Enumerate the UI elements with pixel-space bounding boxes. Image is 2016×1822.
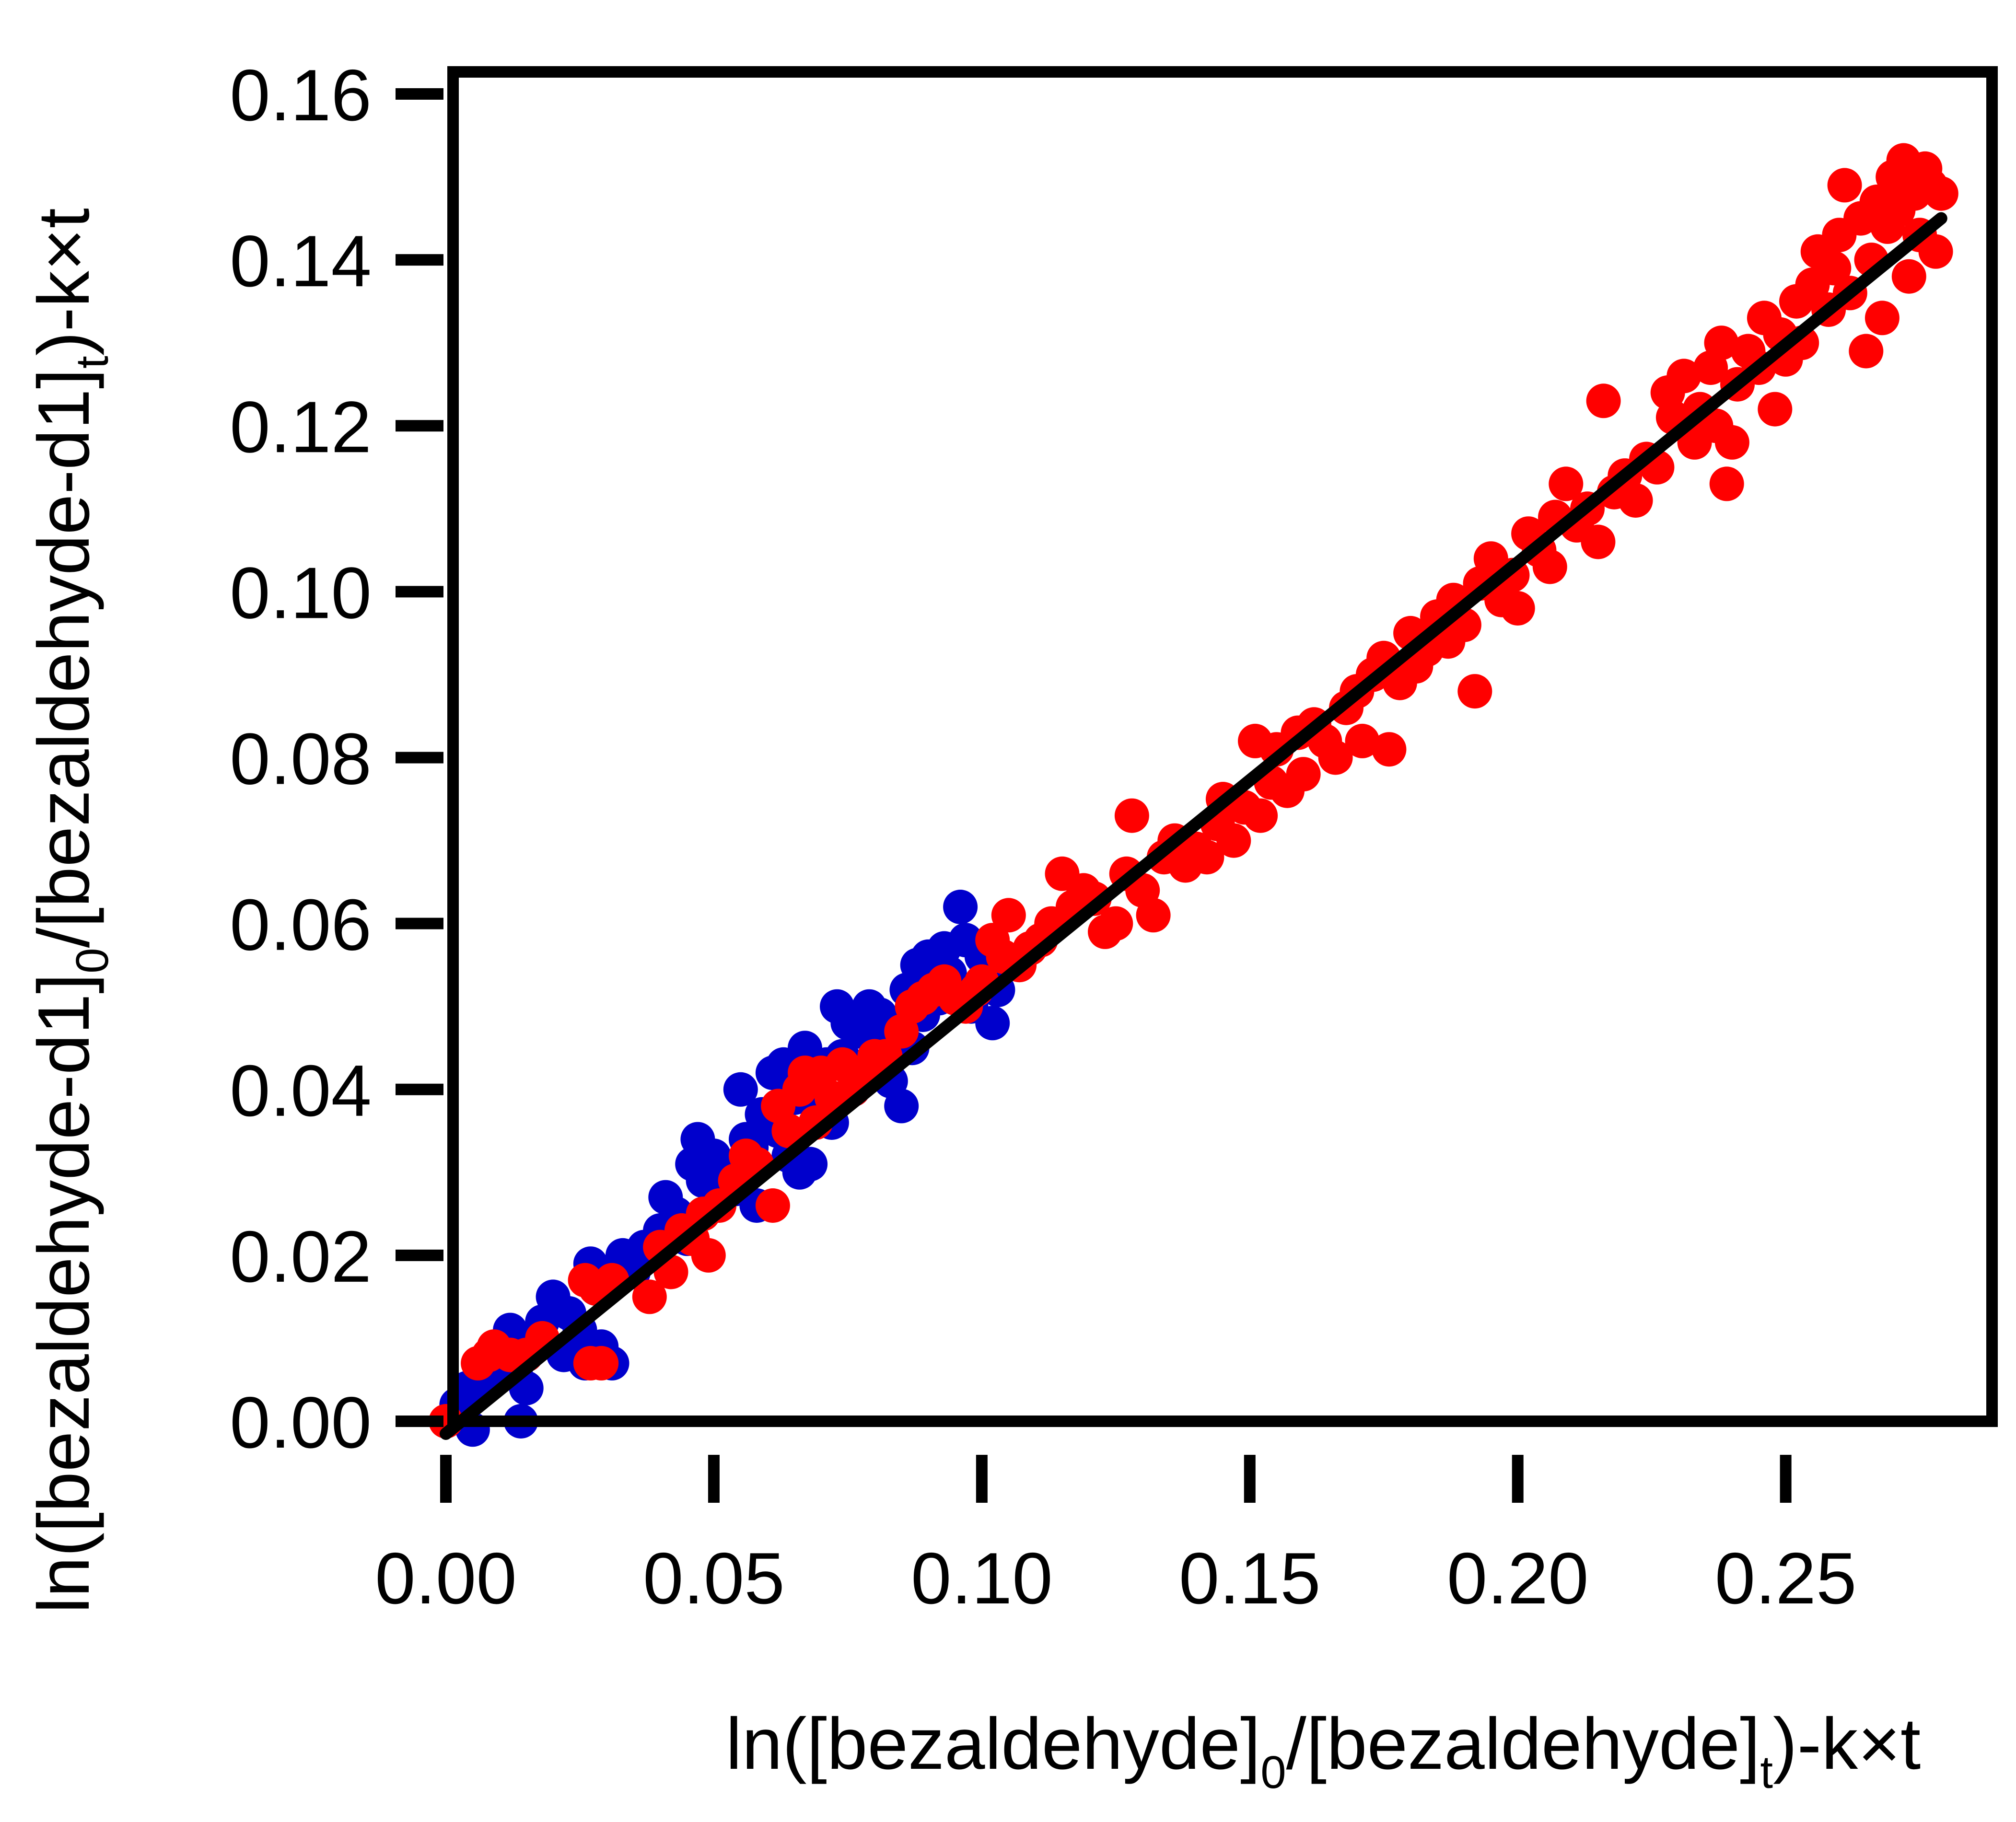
series-2-point [1243, 798, 1278, 833]
series-2-point [1216, 823, 1251, 858]
series-2-point [1457, 674, 1492, 709]
y-tick-label: 0.12 [230, 386, 372, 468]
series-1-point [943, 890, 978, 924]
series-1-point [884, 1089, 919, 1124]
x-tick-label: 0.25 [1715, 1538, 1857, 1619]
y-tick-label: 0.10 [230, 552, 372, 634]
y-tick-label: 0.16 [230, 55, 372, 136]
series-2-point [1709, 466, 1744, 501]
series-2-point [1758, 392, 1793, 427]
series-2-point [1581, 524, 1616, 559]
series-2-point [1865, 301, 1899, 336]
y-tick-label: 0.04 [230, 1050, 372, 1132]
x-tick-label: 0.00 [375, 1538, 517, 1619]
series-2-point [1500, 591, 1535, 626]
series-2-point [1618, 483, 1653, 518]
x-tick-label: 0.05 [643, 1538, 785, 1619]
series-2-point [991, 898, 1026, 933]
series-2-point [1345, 723, 1380, 758]
y-tick-label: 0.08 [230, 719, 372, 800]
series-1-point [975, 1006, 1010, 1041]
series-2-point [632, 1279, 667, 1314]
series-2-point [1918, 234, 1953, 269]
series-2-point [1189, 840, 1224, 875]
y-tick-label: 0.00 [230, 1382, 372, 1463]
series-2-point [1923, 176, 1958, 211]
series-2-point [771, 1114, 806, 1149]
series-2-point [1532, 549, 1567, 584]
series-2-point [584, 1346, 619, 1381]
y-tick-label: 0.14 [230, 220, 372, 302]
series-2-point [691, 1238, 726, 1273]
x-tick-label: 0.20 [1447, 1538, 1589, 1619]
x-axis-title: ln([bezaldehyde]0/[bezaldehyde]t)-k×t [726, 1703, 1921, 1798]
y-tick-label: 0.02 [230, 1216, 372, 1298]
series-1-point [723, 1072, 758, 1107]
series-2-point [1286, 757, 1321, 792]
series-2-point [1827, 168, 1862, 203]
series-2-point [1114, 798, 1149, 833]
series-2-point [1817, 251, 1852, 286]
y-axis-title: ln([bezaldehyde-d1]0/[bezaldehyde-d1]t)-… [23, 208, 118, 1613]
fit-line [440, 212, 1947, 1440]
series-2-point [755, 1188, 790, 1223]
x-tick-label: 0.15 [1179, 1538, 1321, 1619]
x-tick-label: 0.10 [911, 1538, 1053, 1619]
y-tick-label: 0.06 [230, 884, 372, 966]
series-2-point [1666, 359, 1701, 394]
series-2-point [1372, 732, 1407, 767]
fit-line-layer [440, 212, 1947, 1440]
series-2-point [1098, 906, 1133, 941]
series-2-point [1891, 259, 1926, 294]
series-2-point [1714, 425, 1749, 460]
series-2-point [1586, 383, 1621, 418]
data-points [429, 143, 1958, 1447]
series-2-point [1849, 334, 1884, 369]
series-2-point [1704, 325, 1739, 360]
series-2-point [1549, 466, 1584, 501]
axis-ticks: 0.00 0.05 0.10 0.15 0.20 0.25 0.00 0.02 0.04 0.06… [230, 55, 1856, 1619]
series-2-point [1136, 898, 1171, 933]
plot-frame [447, 66, 1998, 1427]
series-2-point [1318, 740, 1353, 775]
series-1-point [793, 1147, 828, 1182]
